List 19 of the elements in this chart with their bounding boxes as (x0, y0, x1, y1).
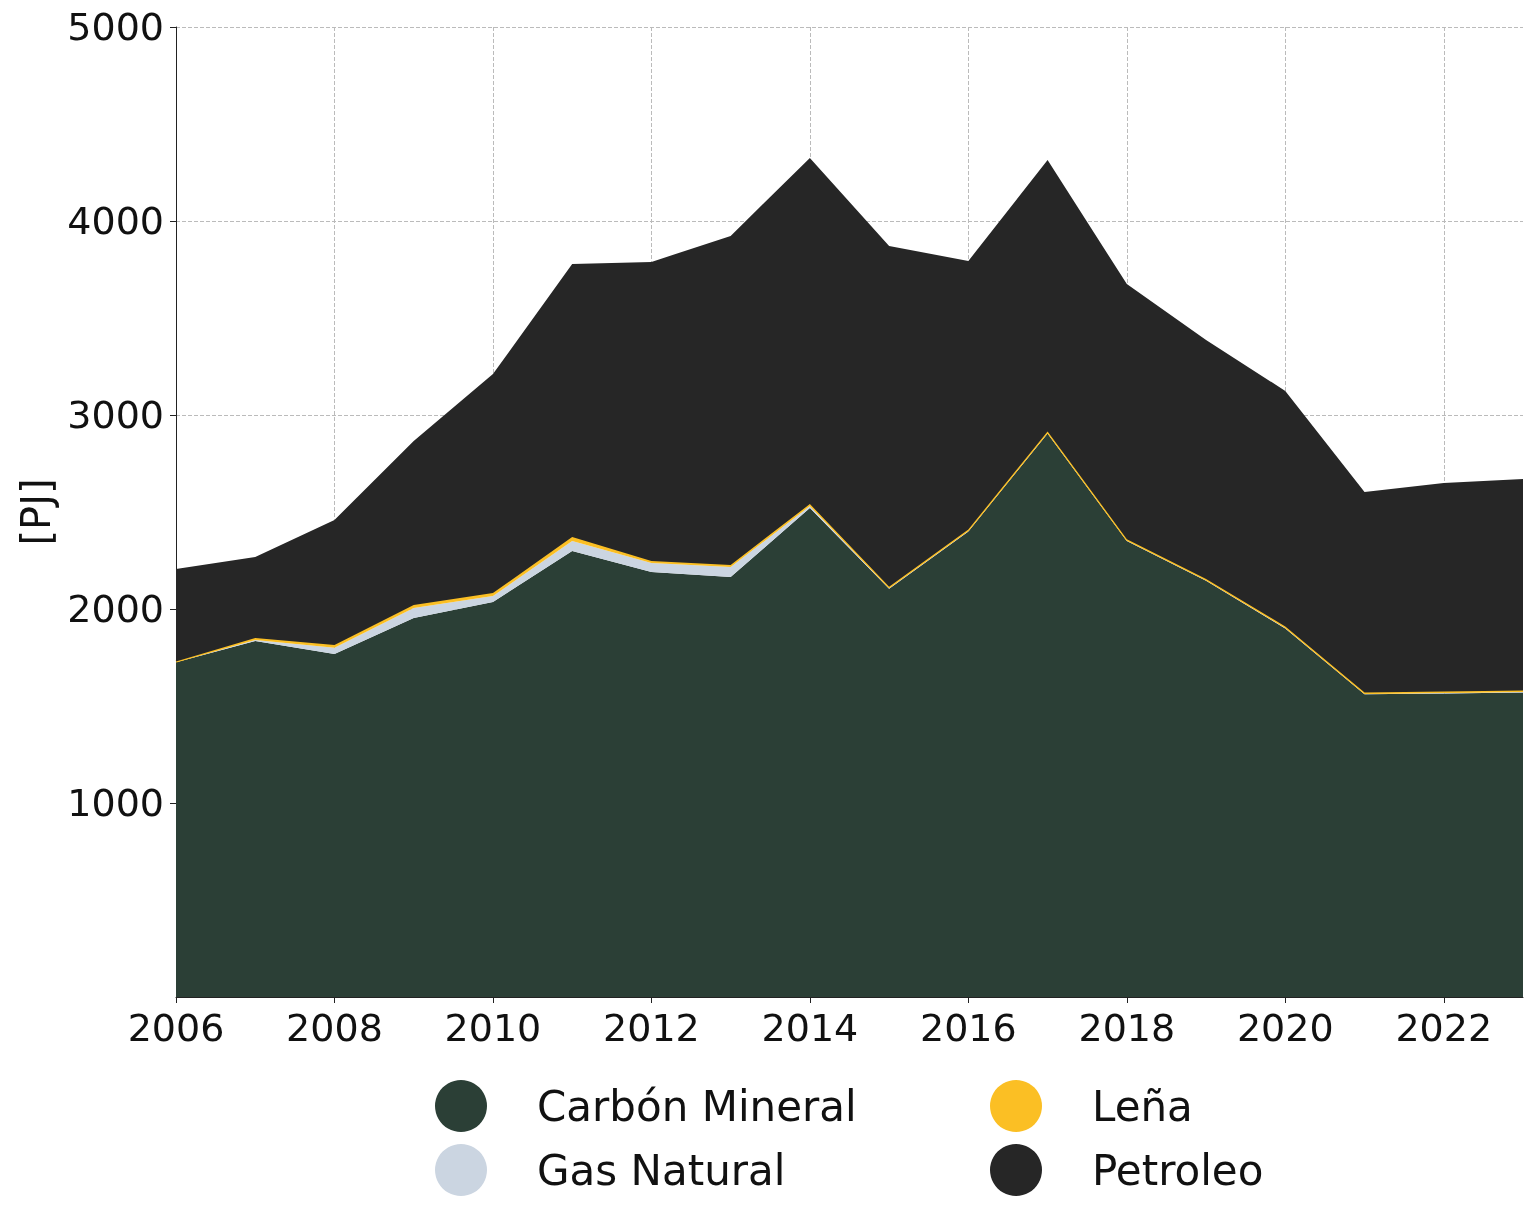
legend-label: Petroleo (1092, 1145, 1264, 1195)
legend-label: Carbón Mineral (537, 1081, 857, 1131)
legend-label: Leña (1092, 1081, 1193, 1131)
y-tick-label: 3000 (67, 393, 164, 437)
x-tick-label: 2008 (286, 1006, 383, 1050)
y-axis-title: [PJ] (13, 478, 60, 546)
x-tick-label: 2006 (127, 1006, 225, 1050)
x-tick-label: 2020 (1236, 1006, 1334, 1050)
x-tick-label: 2022 (1395, 1006, 1493, 1050)
y-tick-label: 2000 (67, 587, 164, 631)
x-tick-label: 2012 (603, 1006, 700, 1050)
legend-label: Gas Natural (537, 1145, 786, 1195)
x-tick-label: 2010 (444, 1006, 542, 1050)
y-tick-label: 5000 (67, 5, 164, 49)
y-tick-label: 1000 (67, 781, 164, 825)
x-tick-label: 2018 (1078, 1006, 1176, 1050)
y-tick-label: 4000 (67, 199, 164, 243)
x-tick-label: 2014 (761, 1006, 859, 1050)
x-tick-label: 2016 (919, 1006, 1017, 1050)
